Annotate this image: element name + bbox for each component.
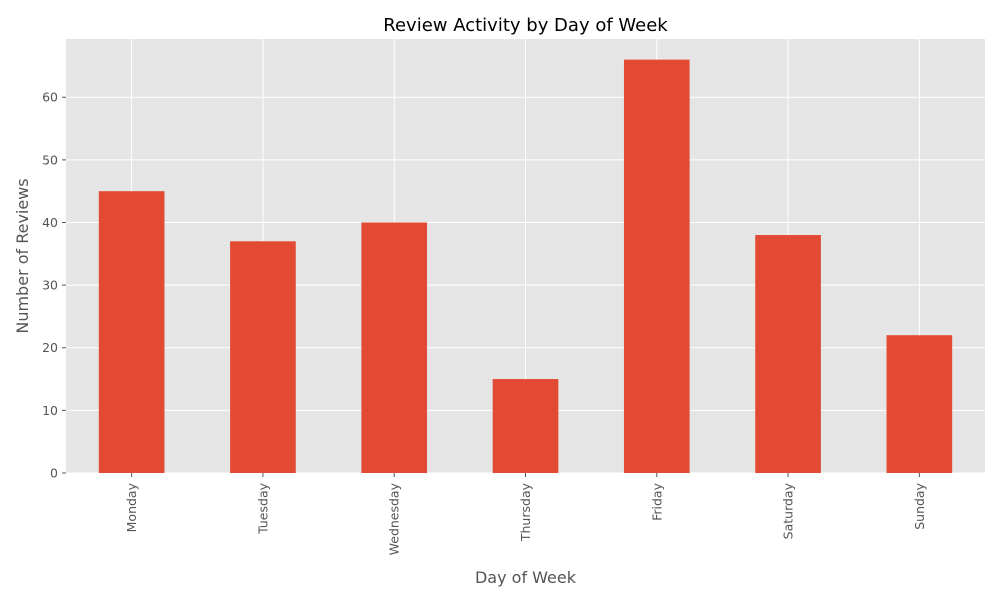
y-tick-label: 30: [42, 278, 58, 293]
x-tick-label: Monday: [124, 482, 139, 532]
y-tick-label: 40: [42, 215, 58, 230]
x-tick-label: Tuesday: [255, 482, 270, 534]
x-tick-label: Wednesday: [387, 482, 402, 555]
bar-saturday: [755, 235, 821, 473]
bars: [98, 59, 953, 474]
y-tick-label: 0: [50, 466, 58, 481]
x-tick-label: Sunday: [912, 482, 927, 529]
y-tick-label: 60: [42, 90, 58, 105]
bar-thursday: [492, 379, 559, 473]
bar-monday: [98, 191, 165, 473]
bar-wednesday: [361, 222, 428, 473]
bar-friday: [623, 59, 690, 474]
x-axis-title: Day of Week: [475, 568, 577, 587]
x-tick-label: Friday: [649, 482, 664, 520]
x-tick-label: Saturday: [781, 482, 796, 539]
y-axis-title: Number of Reviews: [13, 178, 32, 333]
bar-sunday: [886, 335, 953, 473]
bar-tuesday: [230, 241, 296, 473]
y-tick-label: 10: [42, 403, 58, 418]
chart-title: Review Activity by Day of Week: [383, 15, 668, 36]
y-axis-ticks: 0 10 20 30 40 50 60: [42, 90, 66, 481]
x-tick-label: Thursday: [518, 482, 533, 542]
x-axis-ticks: Monday Tuesday Wednesday Thursday Friday Satu…: [124, 473, 927, 555]
y-tick-label: 20: [42, 340, 58, 355]
y-tick-label: 50: [42, 152, 58, 167]
